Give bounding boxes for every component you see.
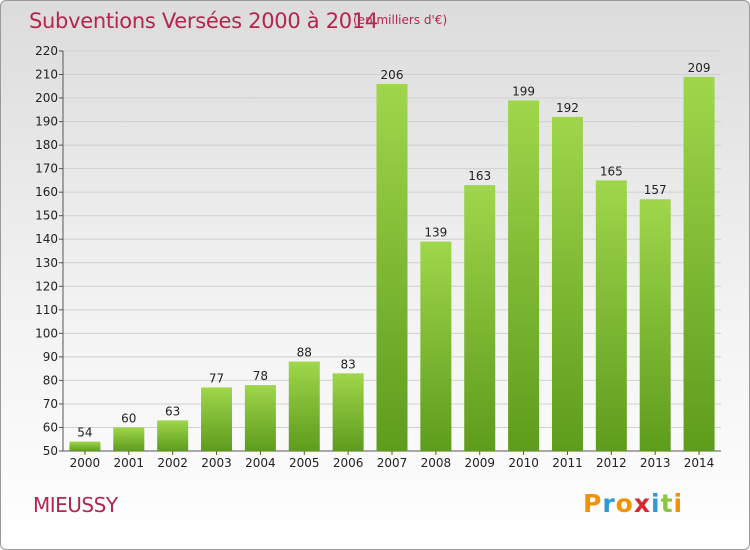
- y-tick-label: 210: [35, 68, 58, 82]
- x-tick-label: 2001: [114, 456, 145, 470]
- proxiti-logo[interactable]: Proxiti: [583, 489, 683, 518]
- commune-name: MIEUSSY: [33, 493, 118, 517]
- x-tick-label: 2012: [596, 456, 627, 470]
- x-tick-label: 2010: [508, 456, 539, 470]
- y-tick-label: 140: [35, 232, 58, 246]
- y-tick-label: 120: [35, 279, 58, 293]
- bars: [69, 76, 715, 452]
- bar-value-label: 192: [556, 101, 579, 115]
- bar: [595, 180, 627, 452]
- bar-value-label: 54: [77, 426, 92, 440]
- bar-value-label: 139: [424, 226, 447, 240]
- x-tick-label: 2007: [377, 456, 408, 470]
- y-tick-label: 50: [43, 444, 58, 458]
- bar: [464, 185, 496, 451]
- x-tick-label: 2009: [464, 456, 495, 470]
- y-tick-label: 180: [35, 138, 58, 152]
- x-tick-label: 2005: [289, 456, 320, 470]
- bar-value-label: 209: [688, 61, 711, 75]
- y-tick-label: 170: [35, 162, 58, 176]
- y-tick-label: 110: [35, 303, 58, 317]
- x-tick-label: 2000: [70, 456, 101, 470]
- logo-letter: P: [583, 489, 603, 518]
- x-tick-label: 2004: [245, 456, 276, 470]
- y-tick-label: 200: [35, 91, 58, 105]
- bar: [201, 387, 233, 451]
- bar-value-label: 206: [381, 68, 404, 82]
- y-tick-label: 150: [35, 209, 58, 223]
- bar-value-label: 199: [512, 84, 535, 98]
- logo-letter: o: [615, 489, 634, 518]
- y-tick-label: 70: [43, 397, 58, 411]
- bar: [288, 361, 320, 451]
- bar-value-label: 83: [340, 357, 355, 371]
- logo-letter: i: [651, 489, 661, 518]
- bar: [69, 441, 101, 451]
- y-tick-label: 100: [35, 326, 58, 340]
- bar-value-label: 88: [297, 346, 312, 360]
- bar: [508, 100, 540, 451]
- unit-note: (en milliers d'€): [353, 13, 448, 27]
- x-tick-label: 2006: [333, 456, 364, 470]
- bar: [639, 199, 671, 451]
- bar: [551, 116, 583, 451]
- bar-value-labels: 54 60 63 77 78 88 83 206 139 163 199 192 165 157 209: [77, 61, 710, 440]
- x-tick-label: 2011: [552, 456, 583, 470]
- logo-letter: x: [633, 489, 651, 518]
- bar-value-label: 157: [644, 183, 667, 197]
- logo-letter: t: [660, 489, 674, 518]
- bar: [376, 83, 408, 452]
- x-tick-label: 2003: [201, 456, 232, 470]
- y-tick-label: 190: [35, 115, 58, 129]
- x-tick-label: 2014: [684, 456, 715, 470]
- bar-value-label: 63: [165, 404, 180, 418]
- bar: [113, 427, 145, 451]
- y-tick-label: 160: [35, 185, 58, 199]
- x-tick-label: 2008: [421, 456, 452, 470]
- bar: [157, 420, 189, 451]
- logo-letter: r: [602, 489, 616, 518]
- x-tick-label: 2002: [157, 456, 188, 470]
- bar: [683, 76, 715, 451]
- chart-title: Subventions Versées 2000 à 2014: [29, 9, 378, 33]
- y-tick-label: 80: [43, 373, 58, 387]
- bar-value-label: 78: [253, 369, 268, 383]
- bar-value-label: 60: [121, 411, 136, 425]
- y-tick-label: 130: [35, 256, 58, 270]
- bar: [420, 241, 452, 451]
- bar-value-label: 77: [209, 371, 224, 385]
- y-tick-label: 90: [43, 350, 58, 364]
- x-tick-label: 2013: [640, 456, 671, 470]
- bar: [244, 385, 276, 451]
- bar-value-label: 163: [468, 169, 491, 183]
- y-tick-label: 60: [43, 420, 58, 434]
- bar: [332, 373, 364, 451]
- bar-value-label: 165: [600, 164, 623, 178]
- logo-letter: i: [673, 489, 684, 518]
- y-tick-label: 220: [35, 44, 58, 58]
